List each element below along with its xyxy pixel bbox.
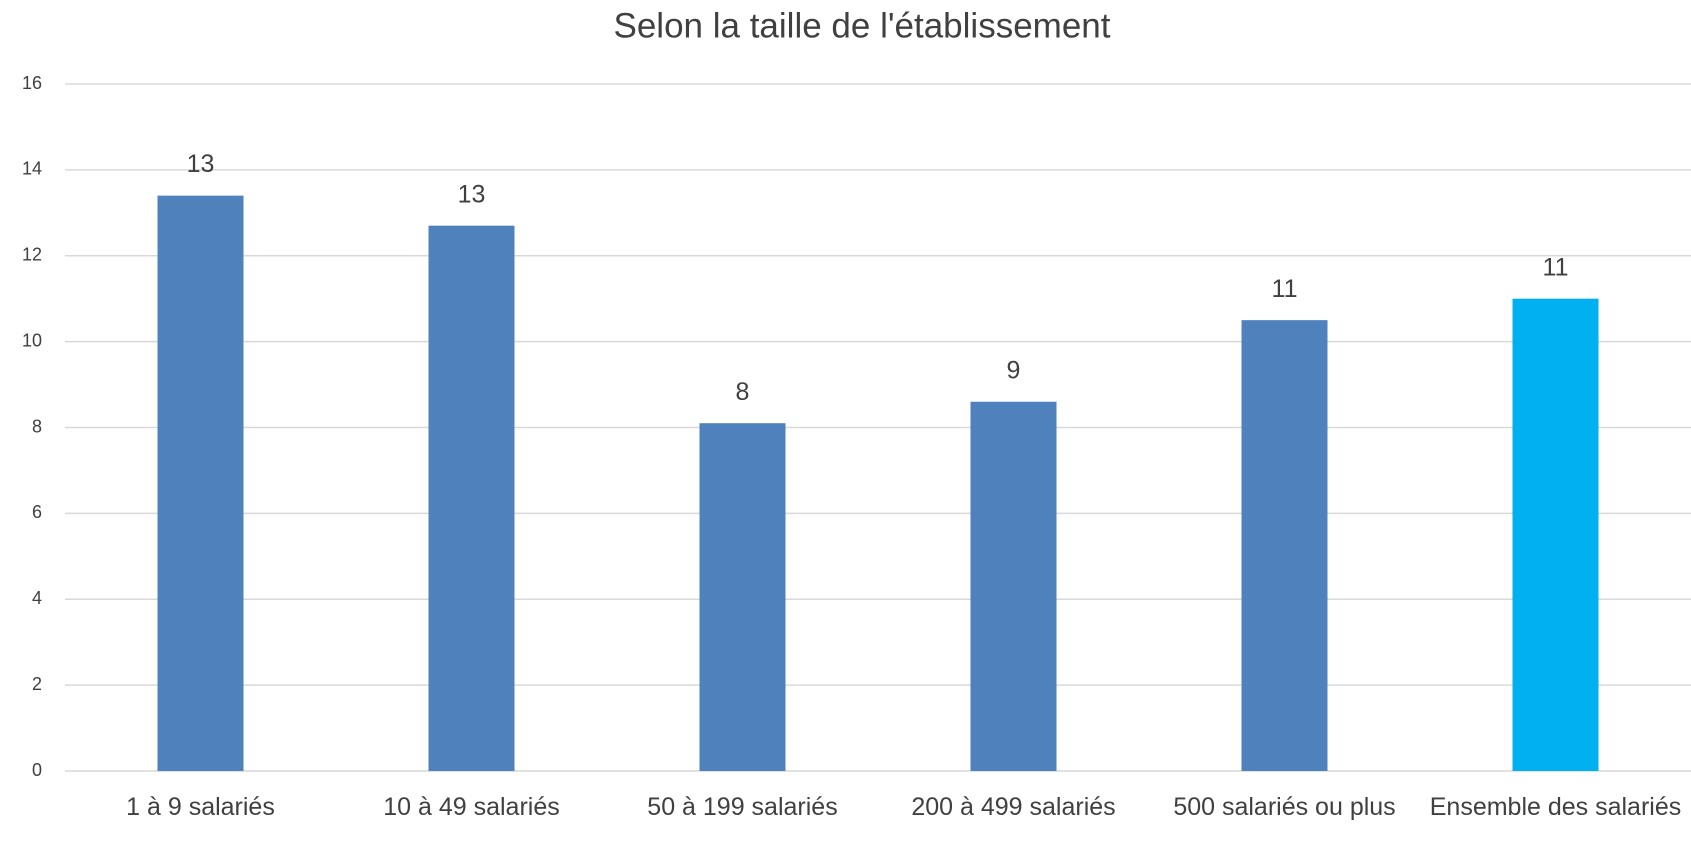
x-tick-label: 10 à 49 salariés [383,793,560,821]
data-label: 9 [1007,356,1021,384]
x-tick-label: Ensemble des salariés [1429,793,1682,821]
y-tick-label: 8 [32,416,42,436]
bar [970,401,1057,771]
x-tick-label: 1 à 9 salariés [126,793,275,821]
y-tick-label: 6 [32,502,42,522]
data-label: 11 [1272,275,1298,303]
bar [699,423,786,771]
y-tick-label: 0 [32,760,42,780]
y-tick-label: 4 [32,588,42,608]
bar [428,225,515,772]
data-label: 13 [187,150,215,178]
bar [1241,320,1328,771]
y-tick-label: 16 [22,73,42,93]
data-label: 8 [736,378,750,406]
y-tick-label: 14 [22,159,42,179]
data-label: 11 [1543,253,1569,281]
x-tick-label: 200 à 499 salariés [911,793,1116,821]
y-tick-label: 10 [22,330,42,350]
chart-title: Selon la taille de l'établissement [614,6,1111,45]
data-label: 13 [458,180,486,208]
x-tick-label: 50 à 199 salariés [647,793,838,821]
x-tick-label: 500 salariés ou plus [1173,793,1396,821]
y-tick-label: 12 [22,245,42,265]
y-tick-label: 2 [32,674,42,694]
bar [157,195,244,771]
bar [1512,298,1599,771]
